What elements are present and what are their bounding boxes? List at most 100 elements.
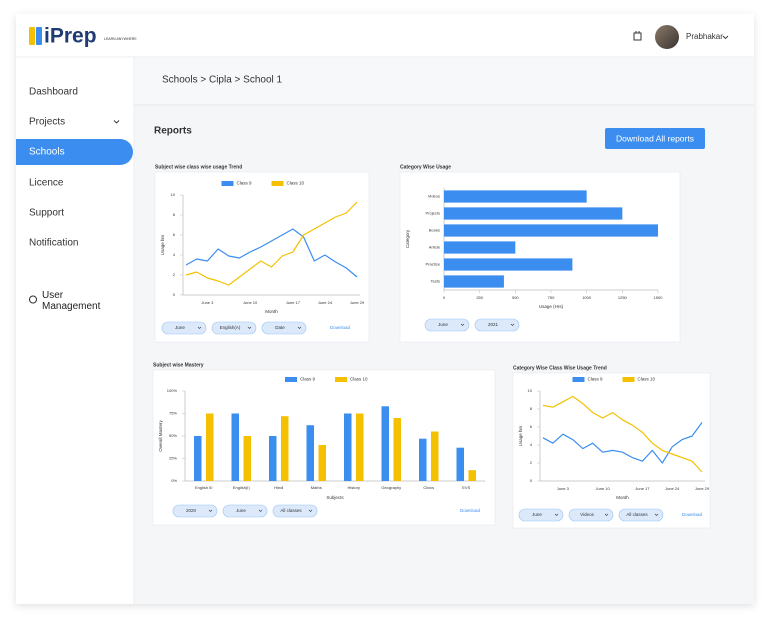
x-tick-label: June 10 [596,486,611,491]
logo-name: iPrep [44,25,97,48]
filter-dropdown[interactable] [211,321,257,335]
nav-item[interactable]: Notification [29,238,78,249]
legend-swatch [271,181,284,186]
y-tick-label: 100% [167,388,178,393]
bar [444,224,658,237]
x-tick-label: 1500 [654,295,664,300]
y-tick-label: 0% [171,478,177,483]
filter-label[interactable]: All classes [626,512,648,517]
y-tick-label: 4 [173,252,176,257]
nav-item[interactable]: Licence [29,178,64,189]
y-axis-label: Category [405,229,410,248]
x-tick-label: Civics [423,485,434,490]
download-all-button[interactable] [605,128,705,149]
y-tick-label: Videos [428,194,440,199]
filter-label[interactable]: Date [275,325,285,330]
y-tick-label: Projects [426,211,440,216]
nav-item[interactable]: Support [29,208,64,219]
filter-dropdown[interactable] [474,318,520,332]
bar [243,436,251,481]
nav-active-bg [16,139,133,165]
x-axis-label: Usage (Hrs) [539,304,564,309]
filter-dropdown[interactable] [261,321,307,335]
nav-item[interactable]: Dashboard [29,87,78,98]
user-name[interactable]: Prabhakar [686,32,723,41]
filter-chevron [197,326,202,329]
nav-item-wrap: User Management [42,290,101,312]
nav-chevron [113,120,120,124]
filter-dropdown[interactable] [222,504,268,518]
download-link[interactable]: Download [682,512,703,517]
filter-label[interactable]: 2020 [186,508,197,513]
bar [393,418,401,481]
logo-mark [36,27,42,45]
y-tick-label: 10 [528,388,533,393]
filter-label[interactable]: June [236,508,246,513]
x-tick-label: June 17 [286,300,301,305]
filter-label[interactable]: June [532,512,542,517]
filter-dropdown[interactable] [272,504,318,518]
filter-chevron [460,323,465,326]
logo-mark [29,27,35,45]
reports-grid: Subject wise class wise usage Trend Usage… [152,164,711,529]
filter-dropdown[interactable] [172,504,218,518]
bar [306,425,314,481]
nav-item[interactable]: Schools [29,147,65,158]
chart-title: Subject wise class wise usage Trend [155,164,242,170]
download-link[interactable]: Download [330,325,351,330]
chart-panel: Subject wise class wise usage Trend Usage… [154,164,370,343]
avatar[interactable] [655,25,679,49]
filter-label[interactable]: June [175,325,185,330]
filter-label[interactable]: All classes [280,508,302,513]
download-all-label[interactable]: Download All reports [616,133,694,143]
notification-icon[interactable] [633,31,642,41]
chart-panel: Category Wise Class Wise Usage Trend Usag… [512,365,711,529]
filter-label[interactable]: Videos [580,512,594,517]
x-tick-label: History [348,485,360,490]
x-tick-label: English III [195,485,213,490]
filter-chevron [554,513,559,516]
breadcrumb-bar [134,57,754,105]
filter-label[interactable]: 2021 [488,322,499,327]
filter-chevron [308,509,313,512]
filter-label[interactable]: English(A) [220,325,241,330]
y-tick-label: 2 [173,272,176,277]
bar [419,438,427,481]
y-tick-label: 2 [530,460,533,465]
x-tick-label: 0 [443,295,446,300]
user-menu-chevron[interactable] [722,35,729,40]
y-tick-label: 6 [530,424,533,429]
y-tick-label: 50% [169,433,177,438]
filter-label[interactable]: June [438,322,448,327]
filter-dropdown[interactable] [568,508,614,522]
bar [344,413,352,481]
x-axis-label: Month [265,309,278,314]
chart-title: Category Wise Usage [400,164,451,170]
x-axis-label: Month [616,495,629,500]
line-series [542,395,703,473]
filter-dropdown[interactable] [618,508,664,522]
x-tick-label: June 24 [318,300,333,305]
y-tick-label: 8 [530,406,533,411]
filter-dropdown[interactable] [424,318,470,332]
filter-chevron [258,509,263,512]
x-tick-label: 500 [512,295,519,300]
legend-swatch [572,377,585,382]
x-tick-label: 250 [476,295,483,300]
filter-chevron [297,326,302,329]
bar [431,431,439,481]
nav-item[interactable]: Projects [29,117,65,128]
x-tick-label: June 17 [635,486,650,491]
nav-item[interactable]: User Management [42,290,101,312]
y-tick-label: 10 [171,192,176,197]
y-tick-label: Practice [426,262,441,267]
filter-dropdown[interactable] [518,508,564,522]
download-link[interactable]: Download [460,508,481,513]
x-tick-label: 1250 [618,295,628,300]
y-tick-label: 4 [530,442,533,447]
reports-title: Reports [154,126,192,137]
filter-dropdown[interactable] [161,321,207,335]
filter-chevron [208,509,213,512]
bar [444,190,587,203]
legend-label: Class 9 [237,181,253,186]
